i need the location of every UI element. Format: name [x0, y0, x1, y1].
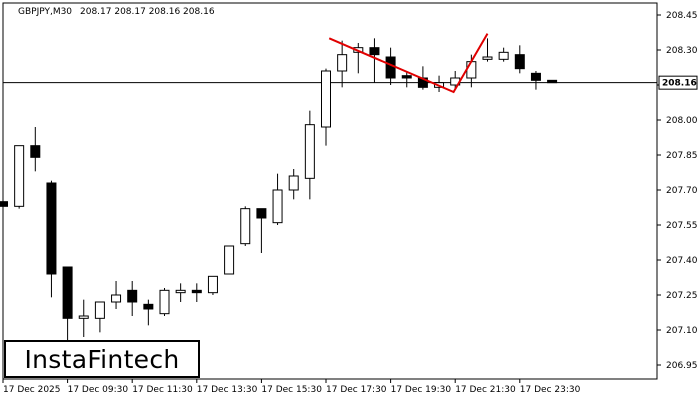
candle — [240, 206, 251, 246]
x-tick-label: 17 Dec 21:30 — [455, 385, 516, 395]
ohlc-readout: 208.17 208.17 208.16 208.16 — [80, 7, 215, 17]
x-tick-label: 17 Dec 15:30 — [261, 385, 322, 395]
x-tick-label: 17 Dec 23:30 — [520, 385, 581, 395]
candle — [207, 275, 218, 295]
candle-body-bearish — [401, 75, 412, 79]
candle — [498, 47, 509, 62]
price-axis: 208.45208.30208.15208.00207.85207.70207.… — [657, 11, 698, 371]
candle — [224, 245, 235, 275]
candle-body-bullish — [159, 289, 170, 315]
candle — [369, 38, 380, 83]
candle-body-bearish — [62, 266, 73, 319]
candle-body-bullish — [272, 189, 283, 224]
y-tick-label: 207.10 — [666, 326, 698, 336]
x-tick-label: 17 Dec 17:30 — [326, 385, 387, 395]
candle — [321, 68, 331, 146]
y-tick-label: 208.45 — [666, 11, 698, 21]
candle-body-bearish — [143, 303, 154, 310]
candle-body-bearish — [0, 201, 8, 207]
candle — [514, 45, 525, 74]
y-tick-label: 207.55 — [666, 221, 698, 231]
candle-body-bearish — [514, 54, 525, 70]
candle — [256, 208, 267, 253]
candle — [62, 266, 73, 349]
double-top-pattern-line — [328, 33, 489, 94]
candle — [530, 70, 541, 90]
candle — [94, 301, 105, 333]
candle — [401, 70, 412, 88]
candle-body-bearish — [385, 56, 396, 79]
y-tick-label: 207.70 — [666, 186, 698, 196]
x-tick-label: 17 Dec 11:30 — [132, 385, 193, 395]
candle-body-bullish — [466, 61, 477, 79]
candle-body-bullish — [321, 70, 331, 128]
candle — [304, 110, 315, 200]
y-tick-label: 208.30 — [666, 46, 698, 56]
candle-body-bearish — [530, 72, 541, 81]
x-tick-label: 17 Dec 2025 — [3, 385, 61, 395]
y-tick-label: 207.85 — [666, 151, 698, 161]
candle-body-bullish — [224, 245, 235, 275]
candle-body-bullish — [111, 294, 122, 303]
candle-body-bullish — [14, 145, 25, 207]
candle — [337, 40, 348, 88]
candle-body-bullish — [78, 315, 89, 319]
candle — [191, 283, 202, 302]
y-tick-label: 206.95 — [666, 361, 698, 371]
candle-body-bullish — [94, 301, 105, 319]
candle — [547, 79, 558, 84]
candle — [78, 299, 89, 337]
x-tick-label: 17 Dec 13:30 — [197, 385, 258, 395]
candle — [482, 38, 493, 62]
symbol-label: GBPJPY,M30 — [18, 7, 72, 17]
candle-body-bullish — [240, 208, 251, 245]
candle-body-bullish — [175, 289, 186, 294]
x-tick-label: 17 Dec 19:30 — [391, 385, 452, 395]
candle-body-bullish — [337, 54, 348, 72]
candle-body-bullish — [304, 124, 315, 179]
candle-body-bullish — [288, 175, 299, 191]
candle-body-bearish — [547, 79, 558, 84]
candle — [46, 180, 57, 298]
candle-body-bearish — [256, 208, 267, 219]
instafintech-logo: InstaFintech — [4, 340, 200, 378]
candle — [175, 283, 186, 302]
candle — [272, 173, 283, 225]
candle — [159, 287, 170, 316]
candle-body-bearish — [369, 47, 380, 56]
candles — [0, 38, 558, 349]
candle — [288, 168, 299, 200]
y-tick-label: 207.25 — [666, 291, 698, 301]
y-tick-label: 208.00 — [666, 116, 698, 126]
candle-body-bullish — [482, 56, 493, 60]
candle — [14, 145, 25, 209]
candle — [143, 299, 154, 326]
candle — [0, 189, 8, 237]
candle-body-bullish — [207, 275, 218, 294]
candle-body-bullish — [498, 51, 509, 60]
candle — [111, 280, 122, 309]
current-price-label-box — [658, 75, 698, 90]
candle-body-bearish — [30, 145, 41, 158]
current-price-label: 208.16 — [662, 79, 697, 89]
candle — [127, 280, 138, 316]
candle — [30, 126, 41, 172]
candle-body-bearish — [46, 182, 57, 275]
y-tick-label: 207.40 — [666, 256, 698, 266]
x-tick-label: 17 Dec 09:30 — [68, 385, 129, 395]
logo-text: InstaFintech — [24, 345, 180, 374]
candle-body-bearish — [191, 289, 202, 294]
time-axis: 17 Dec 2025 17 Dec 09:30 17 Dec 11:30 17 De… — [2, 379, 581, 395]
candle-body-bearish — [127, 289, 138, 303]
